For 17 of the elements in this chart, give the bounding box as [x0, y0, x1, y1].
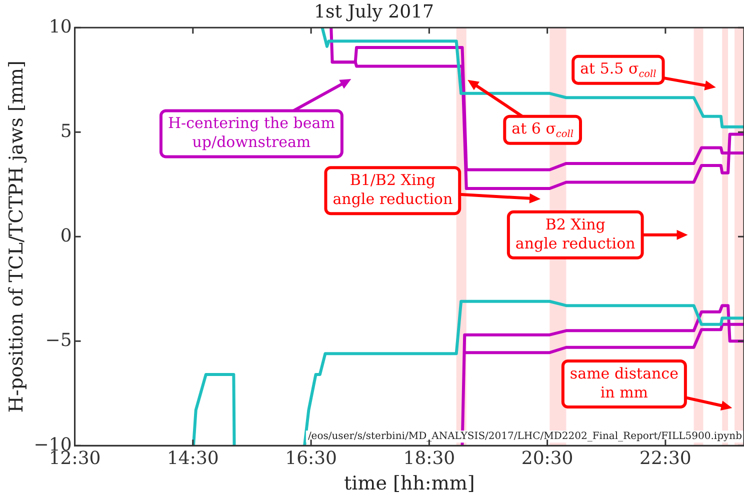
y-tick-label: −5	[45, 330, 72, 351]
annotation: H-centering the beam up/downstream	[168, 114, 335, 152]
y-tick-label: 0	[60, 225, 72, 246]
x-tick-label: 22:30	[640, 448, 692, 470]
x-axis-title: time [hh:mm]	[344, 472, 475, 495]
y-axis-title: H-position of TCL/TCTPH jaws [mm]	[5, 60, 28, 413]
chart-title: 1st July 2017	[314, 1, 434, 22]
annotation: B2 Xing angle reduction	[515, 215, 636, 252]
x-tick-label: 16:30	[285, 448, 337, 470]
x-tick-label: 20:30	[521, 448, 574, 470]
x-tick-label: 18:30	[403, 448, 456, 470]
annotation: same distance in mm	[570, 364, 679, 402]
annotation: /eos/user/s/sterbini/MD_ANALYSIS/2017/LHC/MD2202_Final_Report/FILL5900.ipynb	[308, 431, 742, 442]
annotation: B1/B2 Xing angle reduction	[332, 171, 453, 208]
y-tick-label: 5	[60, 120, 72, 142]
x-tick-label: 14:30	[166, 448, 219, 470]
y-tick-label: 10	[48, 16, 72, 38]
